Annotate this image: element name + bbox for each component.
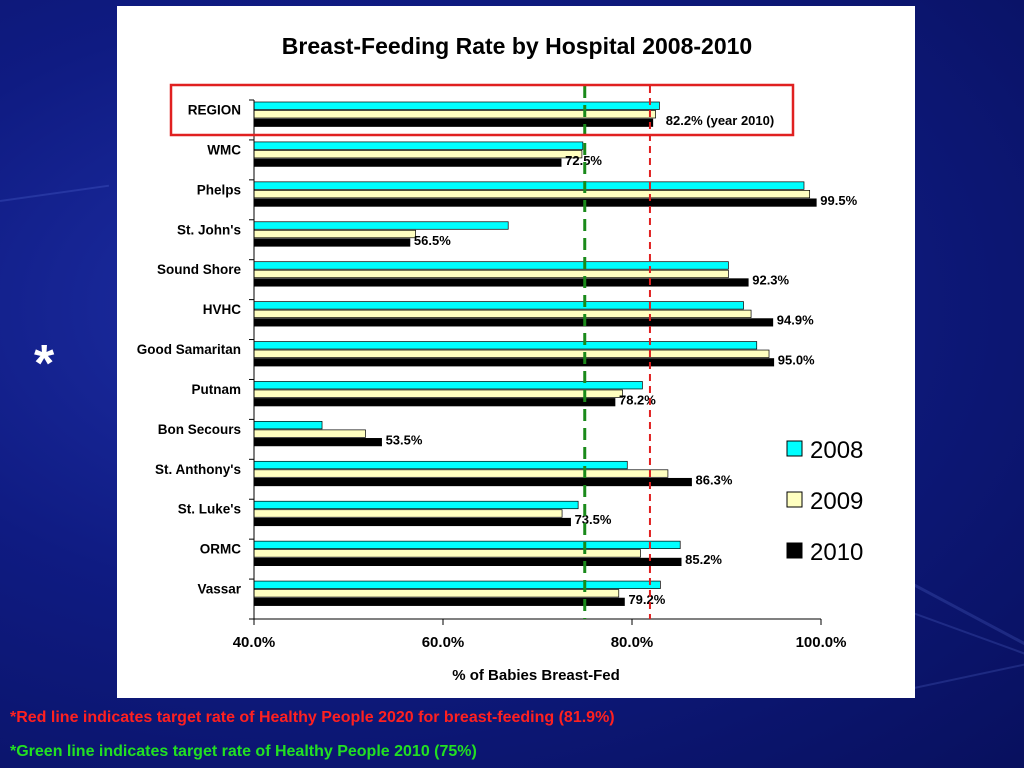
category-label: Sound Shore [157, 262, 241, 277]
bar-2010 [253, 198, 817, 207]
data-label: 73.5% [575, 512, 612, 527]
legend-label-2009: 2009 [810, 488, 863, 515]
data-label: 86.3% [696, 472, 733, 487]
category-label: Bon Secours [158, 422, 241, 437]
legend-label-2010: 2010 [810, 539, 863, 566]
bar-2009 [253, 229, 416, 239]
bar-2009 [253, 469, 669, 478]
category-label: WMC [207, 142, 241, 157]
category-label: St. John's [177, 222, 241, 237]
data-label: 99.5% [820, 193, 857, 208]
bar-2010 [253, 398, 616, 407]
bar-chart: Breast-Feeding Rate by Hospital 2008-201… [137, 33, 864, 684]
bar-2008 [253, 540, 681, 550]
data-label: 53.5% [386, 432, 423, 447]
data-label: 56.5% [414, 233, 451, 248]
bar-2010 [253, 477, 692, 487]
category-label: HVHC [203, 302, 242, 317]
bar-2010 [253, 238, 411, 247]
bar-2009 [253, 269, 729, 279]
bar-2008 [253, 460, 628, 470]
legend-swatch-2009 [786, 491, 803, 508]
bar-2009 [253, 309, 752, 318]
bar-2008 [253, 221, 509, 230]
x-tick-label: 60.0% [422, 634, 465, 651]
data-label: 78.2% [619, 392, 656, 407]
legend-label-2008: 2008 [810, 437, 863, 464]
legend-swatch-2010 [786, 542, 803, 559]
category-label: Putnam [191, 382, 241, 397]
bar-2008 [253, 580, 661, 589]
chart-title: Breast-Feeding Rate by Hospital 2008-201… [282, 33, 752, 59]
category-label: Good Samaritan [137, 342, 241, 357]
bar-2008 [253, 341, 758, 350]
data-label: 94.9% [777, 313, 814, 328]
x-tick-label: 100.0% [796, 634, 847, 651]
bar-2009 [253, 349, 770, 358]
bar-2009 [253, 429, 366, 438]
bar-2010 [253, 557, 682, 567]
category-label: ORMC [200, 542, 241, 557]
bar-2010 [253, 517, 571, 527]
bar-2010 [253, 358, 775, 367]
data-label: 72.5% [565, 153, 602, 168]
bar-2010 [253, 438, 382, 447]
bar-2008 [253, 181, 805, 190]
bar-2008 [253, 500, 579, 510]
bar-2008 [253, 301, 744, 310]
category-label: Vassar [197, 582, 241, 597]
chart-panel: Breast-Feeding Rate by Hospital 2008-201… [117, 6, 915, 698]
x-tick-label: 40.0% [233, 634, 276, 651]
category-label: REGION [188, 103, 241, 118]
bar-2009 [253, 389, 623, 398]
data-label: 95.0% [778, 353, 815, 368]
bar-2010 [253, 278, 749, 287]
bar-2008 [253, 141, 584, 150]
category-label: St. Luke's [178, 502, 241, 517]
x-tick-label: 80.0% [611, 634, 654, 651]
bar-2010 [253, 118, 654, 127]
bar-2008 [253, 101, 660, 110]
category-label: Phelps [197, 182, 241, 197]
data-label: 79.2% [628, 592, 665, 607]
data-label: 92.3% [752, 273, 789, 288]
bar-2008 [253, 421, 323, 430]
green-line-note: *Green line indicates target rate of Hea… [10, 743, 477, 760]
bar-2010 [253, 318, 774, 327]
x-axis-label: % of Babies Breast-Fed [452, 667, 620, 684]
red-line-note: *Red line indicates target rate of Healt… [10, 709, 615, 726]
data-label: 82.2% (year 2010) [666, 113, 774, 128]
bar-2010 [253, 158, 562, 167]
bar-2009 [253, 589, 620, 598]
region-highlight-box [169, 83, 795, 137]
data-label: 85.2% [685, 552, 722, 567]
bar-2009 [253, 549, 641, 558]
bar-2009 [253, 189, 811, 199]
category-label: St. Anthony's [155, 462, 241, 477]
legend-swatch-2008 [786, 440, 803, 457]
bar-2008 [253, 261, 729, 270]
bar-2009 [253, 509, 563, 518]
bar-2009 [253, 150, 583, 159]
bar-2010 [253, 597, 625, 606]
asterisk-marker: * [34, 335, 55, 393]
plot-area: REGION 82.2% (year 2010) WMC 72.5% Phelps 99.… [137, 83, 863, 651]
bar-2009 [253, 110, 656, 119]
